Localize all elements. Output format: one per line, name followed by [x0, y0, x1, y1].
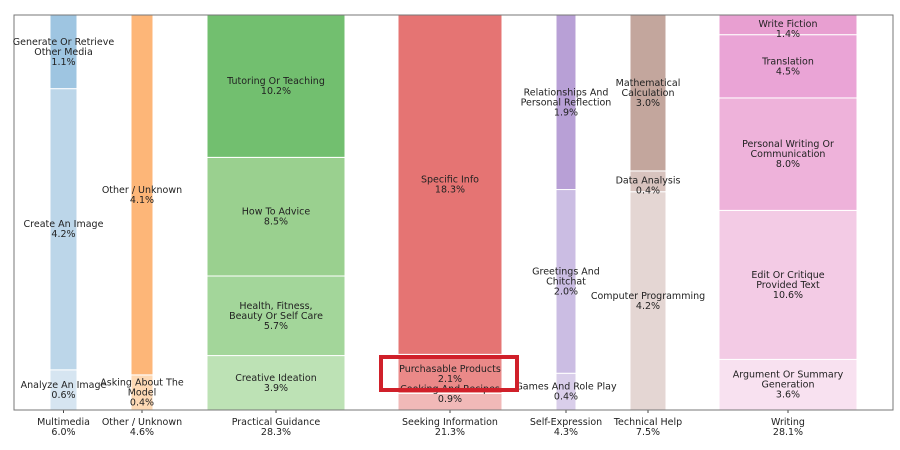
- bar-segment-personal-writing-or-communication: [718, 97, 858, 211]
- segment-label: Analyze An Image 0.6%: [21, 380, 107, 401]
- bar-segment-translation: [718, 34, 858, 99]
- bar-segment-how-to-advice: [206, 156, 346, 277]
- x-tick-label: Seeking Information 21.3%: [402, 417, 498, 438]
- bar-segment-computer-programming: [629, 191, 667, 411]
- segment-label: Mathematical Calculation 3.0%: [616, 78, 681, 109]
- segment-label: Translation 4.5%: [761, 56, 814, 77]
- segment-label: Edit Or Critique Provided Text 10.6%: [751, 270, 824, 301]
- bar-segment-argument-or-summary-generation: [718, 358, 858, 411]
- segment-label: How To Advice 8.5%: [242, 207, 311, 228]
- x-tick-label: Multimedia 6.0%: [37, 417, 90, 438]
- x-tick-label: Writing 28.1%: [771, 417, 805, 438]
- highlight-box: [379, 355, 519, 392]
- segment-label: Data Analysis 0.4%: [616, 175, 681, 196]
- bar-segment-health-fitness-beauty-or-self-care: [206, 275, 346, 357]
- segment-label: Personal Writing Or Communication 8.0%: [742, 139, 834, 170]
- bar-segment-purchasable-products: [397, 353, 503, 394]
- x-tick-label: Practical Guidance 28.3%: [232, 417, 321, 438]
- segment-label: Specific Info 18.3%: [421, 175, 479, 196]
- segment-label: Creative Ideation 3.9%: [235, 373, 317, 394]
- segment-label: Write Fiction 1.4%: [759, 19, 818, 40]
- x-tick-label: Technical Help 7.5%: [613, 417, 682, 438]
- segment-label: Computer Programming 4.2%: [591, 291, 705, 312]
- bar-segment-mathematical-calculation: [629, 14, 667, 172]
- segment-label: Argument Or Summary Generation 3.6%: [733, 370, 844, 401]
- segment-label: Greetings And Chitchat 2.0%: [532, 266, 600, 297]
- bar-segment-analyze-an-image: [49, 369, 78, 411]
- axes-frame: [13, 14, 894, 411]
- x-tick-label: Self-Expression 4.3%: [530, 417, 602, 438]
- segment-label: Asking About The Model 0.4%: [100, 377, 184, 408]
- segment-label: Health, Fitness, Beauty Or Self Care 5.7%: [229, 301, 323, 332]
- bar-segment-creative-ideation: [206, 355, 346, 411]
- bar-segment-create-an-image: [49, 88, 78, 371]
- segment-label: Purchasable Products 2.1%: [399, 364, 501, 385]
- segment-label: Other / Unknown 4.1%: [102, 185, 182, 206]
- segment-label: Relationships And Personal Reflection 1.9%: [521, 87, 612, 118]
- bar-segment-edit-or-critique-provided-text: [718, 209, 858, 360]
- segment-label: Games And Role Play 0.4%: [515, 382, 617, 403]
- segment-label: Create An Image 4.2%: [24, 219, 104, 240]
- segment-label: Generate Or Retrieve Other Media 1.1%: [13, 37, 115, 68]
- segment-label: Tutoring Or Teaching 10.2%: [226, 76, 325, 97]
- x-tick-label: Other / Unknown 4.6%: [102, 417, 182, 438]
